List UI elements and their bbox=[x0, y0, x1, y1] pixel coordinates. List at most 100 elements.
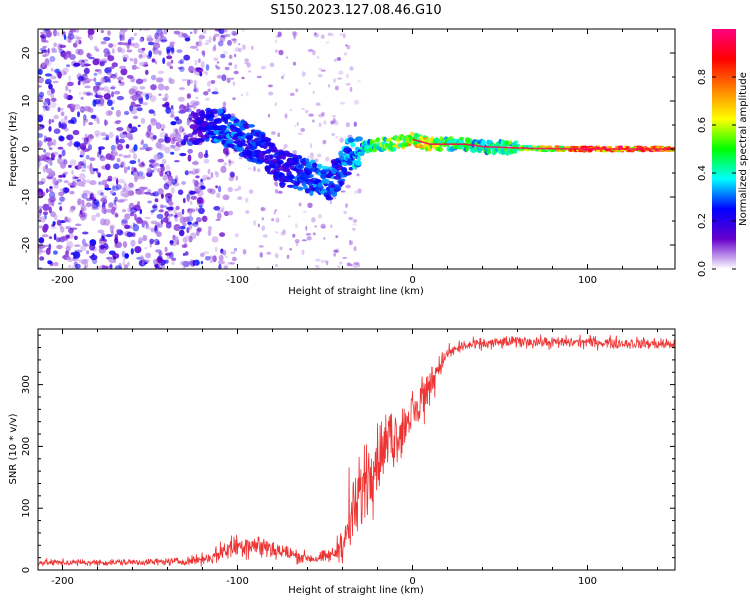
spectral-noise-blob bbox=[79, 142, 86, 148]
spectral-noise-blob bbox=[178, 125, 184, 134]
spectral-noise-blob bbox=[123, 257, 126, 261]
spectral-noise-blob bbox=[78, 173, 86, 180]
spectral-noise-blob bbox=[162, 57, 166, 65]
spectral-noise-blob bbox=[183, 216, 190, 222]
spectral-noise-blob bbox=[185, 235, 190, 238]
spectral-noise-blob bbox=[66, 64, 71, 68]
spectral-noise-blob bbox=[53, 114, 59, 120]
spectral-noise-blob bbox=[51, 224, 55, 227]
spectral-noise-blob bbox=[340, 101, 345, 105]
spectral-noise-blob bbox=[116, 120, 121, 123]
spectral-noise-blob bbox=[198, 34, 206, 40]
spectral-ridge-mark bbox=[217, 108, 224, 114]
spectral-noise-blob bbox=[78, 92, 82, 95]
spectral-noise-blob bbox=[260, 207, 266, 212]
spectral-ridge-mark bbox=[618, 145, 624, 148]
spectral-noise-blob bbox=[207, 88, 211, 93]
spectral-noise-blob bbox=[228, 159, 231, 163]
spectral-noise-blob bbox=[74, 244, 81, 247]
spectral-noise-blob bbox=[196, 197, 204, 204]
spectral-noise-blob bbox=[232, 256, 237, 262]
spectral-noise-blob bbox=[53, 128, 61, 134]
spectral-noise-blob bbox=[214, 33, 220, 37]
spectral-ridge-mark bbox=[435, 137, 439, 143]
spectral-ridge-mark bbox=[392, 147, 397, 152]
spectral-noise-blob bbox=[48, 83, 53, 90]
spectral-noise-blob bbox=[357, 79, 361, 83]
spectral-ridge-mark bbox=[276, 159, 284, 165]
spectral-noise-blob bbox=[349, 240, 354, 246]
spectral-noise-blob bbox=[83, 63, 92, 67]
spectral-noise-blob bbox=[78, 75, 85, 82]
spectrogram-marks bbox=[38, 29, 675, 269]
spectral-noise-blob bbox=[187, 197, 190, 202]
spectral-noise-blob bbox=[169, 240, 174, 244]
spectral-noise-blob bbox=[86, 52, 91, 58]
spectral-noise-blob bbox=[163, 183, 170, 190]
spectrogram-ytick-label: 0 bbox=[21, 146, 32, 152]
spectral-noise-blob bbox=[321, 111, 325, 117]
spectral-noise-blob bbox=[49, 186, 53, 189]
spectral-noise-blob bbox=[57, 107, 64, 111]
spectral-noise-blob bbox=[67, 228, 74, 234]
spectral-noise-blob bbox=[40, 250, 47, 253]
spectral-noise-blob bbox=[194, 168, 199, 174]
spectral-noise-blob bbox=[98, 247, 106, 254]
spectral-noise-blob bbox=[55, 31, 60, 37]
spectral-ridge-mark bbox=[269, 154, 274, 160]
spectral-ridge-mark bbox=[607, 146, 613, 149]
spectral-noise-blob bbox=[145, 226, 152, 231]
spectral-noise-blob bbox=[182, 128, 185, 132]
spectral-noise-blob bbox=[145, 131, 150, 138]
spectral-noise-blob bbox=[138, 162, 146, 168]
spectral-noise-blob bbox=[188, 65, 195, 73]
spectral-noise-blob bbox=[300, 127, 306, 132]
spectral-noise-blob bbox=[92, 85, 100, 91]
spectral-noise-blob bbox=[333, 249, 339, 253]
spectral-noise-blob bbox=[96, 189, 104, 196]
spectral-noise-blob bbox=[83, 67, 90, 75]
spectral-noise-blob bbox=[352, 228, 356, 231]
spectral-noise-blob bbox=[353, 261, 360, 265]
spectral-noise-blob bbox=[74, 235, 78, 240]
spectral-noise-blob bbox=[38, 157, 41, 163]
spectral-noise-blob bbox=[170, 110, 175, 116]
spectral-noise-blob bbox=[59, 196, 66, 202]
spectral-ridge-mark bbox=[208, 117, 214, 122]
spectral-ridge-mark bbox=[302, 174, 311, 179]
spectral-ridge-mark bbox=[325, 196, 334, 201]
spectral-noise-blob bbox=[64, 216, 68, 223]
spectral-noise-blob bbox=[314, 225, 318, 228]
spectral-noise-blob bbox=[280, 75, 284, 80]
spectral-noise-blob bbox=[195, 207, 199, 212]
spectral-noise-blob bbox=[50, 67, 54, 72]
spectral-noise-blob bbox=[104, 120, 109, 126]
spectral-noise-blob bbox=[353, 99, 360, 105]
spectral-noise-blob bbox=[69, 159, 77, 167]
spectral-noise-blob bbox=[78, 212, 86, 218]
spectral-noise-blob bbox=[123, 154, 129, 159]
spectral-noise-blob bbox=[183, 35, 191, 39]
spectral-noise-blob bbox=[74, 263, 81, 269]
spectrogram-ytick-label: 10 bbox=[21, 95, 32, 108]
spectral-noise-blob bbox=[107, 203, 114, 209]
spectral-noise-blob bbox=[42, 203, 50, 211]
spectral-noise-blob bbox=[38, 114, 44, 123]
spectral-noise-blob bbox=[256, 266, 260, 269]
spectral-noise-blob bbox=[231, 30, 237, 36]
spectral-ridge-mark bbox=[424, 138, 431, 144]
spectral-noise-blob bbox=[317, 56, 320, 59]
spectral-noise-blob bbox=[113, 90, 121, 95]
spectral-noise-blob bbox=[175, 205, 180, 211]
spectral-noise-blob bbox=[65, 93, 69, 100]
spectral-noise-blob bbox=[191, 171, 196, 175]
spectral-noise-blob bbox=[122, 42, 129, 46]
spectral-noise-blob bbox=[107, 76, 112, 79]
spectral-noise-blob bbox=[154, 198, 159, 203]
spectral-noise-blob bbox=[199, 181, 205, 186]
spectral-noise-blob bbox=[277, 31, 282, 37]
spectral-noise-blob bbox=[164, 85, 170, 91]
spectral-noise-blob bbox=[65, 245, 71, 252]
spectral-noise-blob bbox=[139, 38, 144, 43]
spectral-noise-blob bbox=[137, 124, 141, 128]
